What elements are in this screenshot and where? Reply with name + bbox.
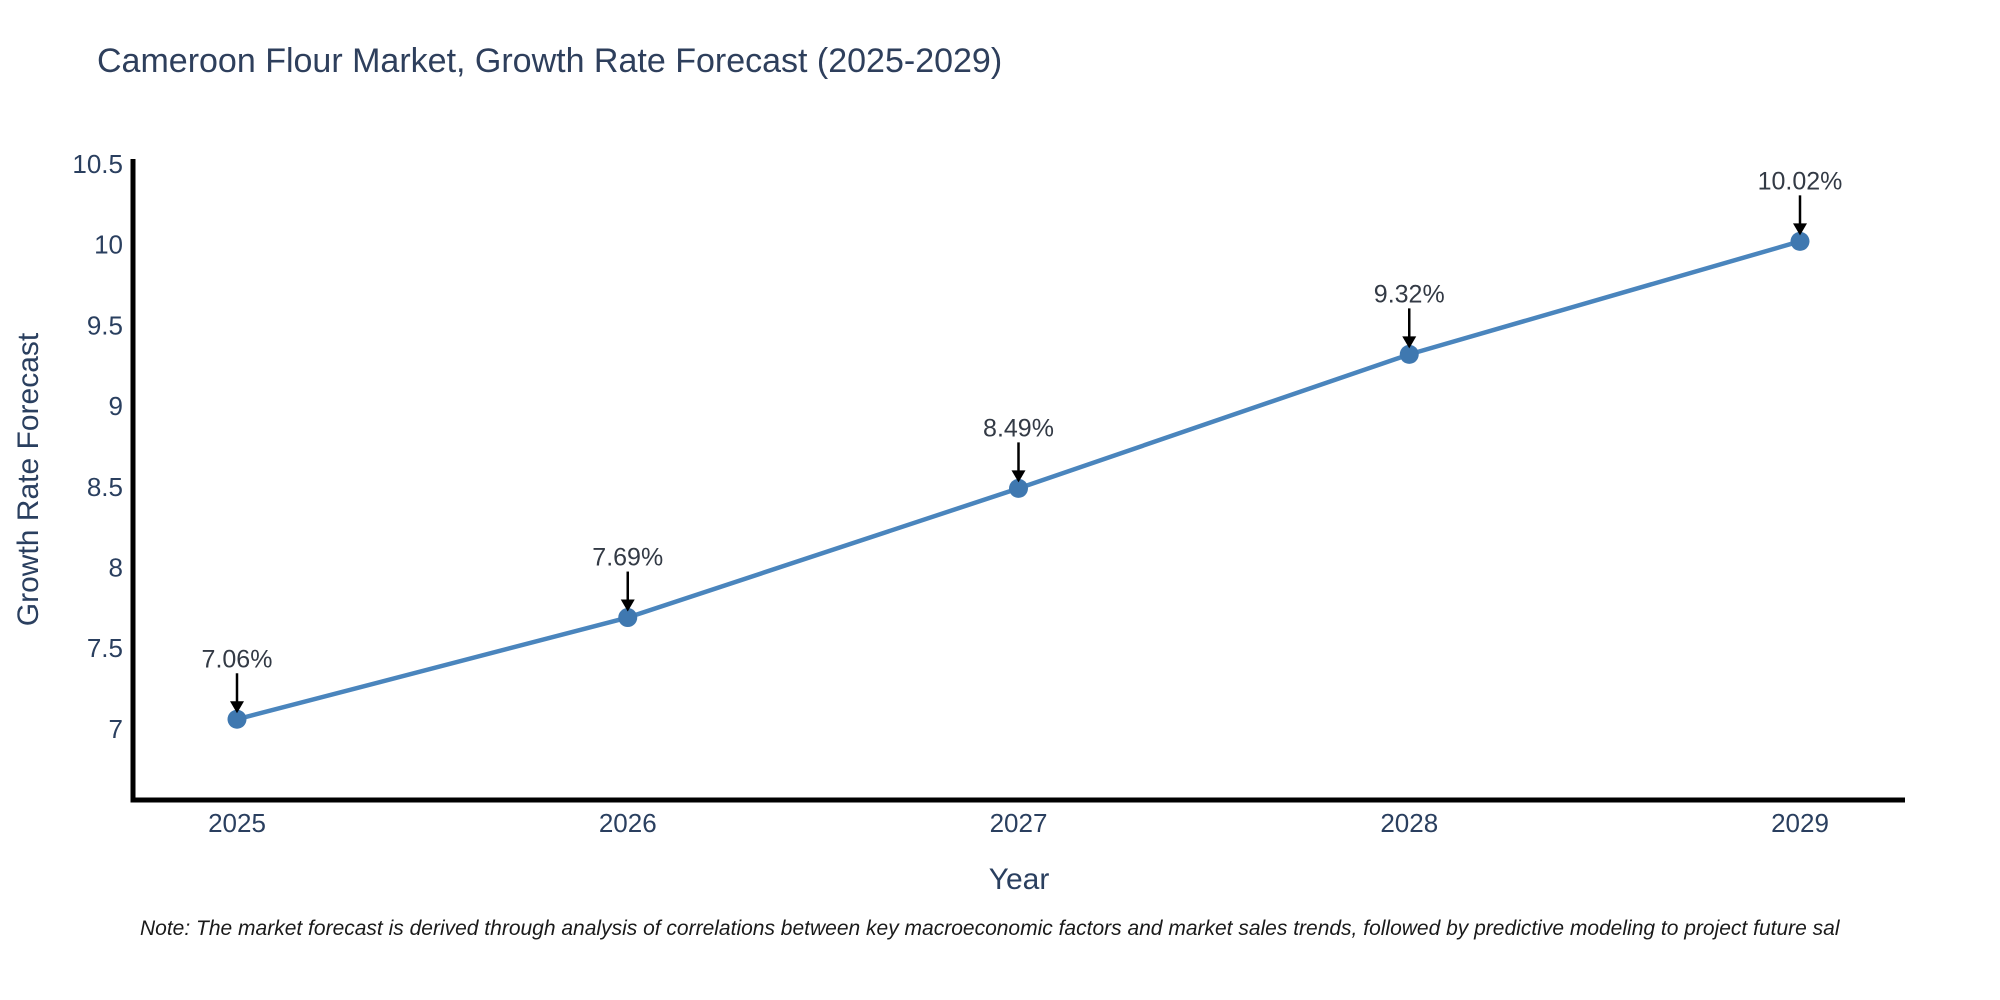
x-tick-label: 2027: [990, 808, 1048, 838]
y-tick-label: 7: [109, 714, 123, 744]
annotation-arrowhead: [1011, 470, 1026, 483]
y-tick-label: 7.5: [87, 633, 123, 663]
y-tick-label: 9.5: [87, 310, 123, 340]
annotation-arrowhead: [1793, 223, 1807, 236]
data-point-label: 10.02%: [1758, 167, 1843, 195]
data-point-marker: [1790, 231, 1810, 251]
x-tick-label: 2029: [1771, 808, 1829, 838]
x-tick-label: 2025: [208, 808, 266, 838]
data-point-marker: [1399, 344, 1419, 364]
y-axis-title: Growth Rate Forecast: [12, 332, 45, 626]
x-tick-label: 2028: [1380, 808, 1438, 838]
x-tick-label: 2026: [599, 808, 657, 838]
annotation-arrowhead: [1402, 336, 1417, 349]
chart-title: Cameroon Flour Market, Growth Rate Forec…: [97, 42, 1003, 80]
annotation-arrowhead: [230, 701, 244, 714]
footnote: Note: The market forecast is derived thr…: [140, 917, 1840, 940]
data-point-marker: [1009, 478, 1028, 498]
y-tick-label: 8: [109, 552, 123, 582]
y-tick-label: 10: [94, 230, 123, 260]
annotation-arrowhead: [620, 599, 635, 612]
x-axis-title: Year: [989, 863, 1050, 896]
data-point-marker: [618, 608, 638, 628]
y-tick-label: 9: [109, 391, 123, 421]
data-point-label: 9.32%: [1374, 280, 1445, 308]
data-point-label: 7.69%: [592, 544, 663, 572]
y-tick-label: 8.5: [87, 472, 123, 502]
data-point-label: 7.06%: [202, 645, 273, 673]
data-point-marker: [227, 709, 247, 729]
data-point-label: 8.49%: [983, 414, 1054, 442]
y-tick-label: 10.5: [72, 149, 123, 179]
